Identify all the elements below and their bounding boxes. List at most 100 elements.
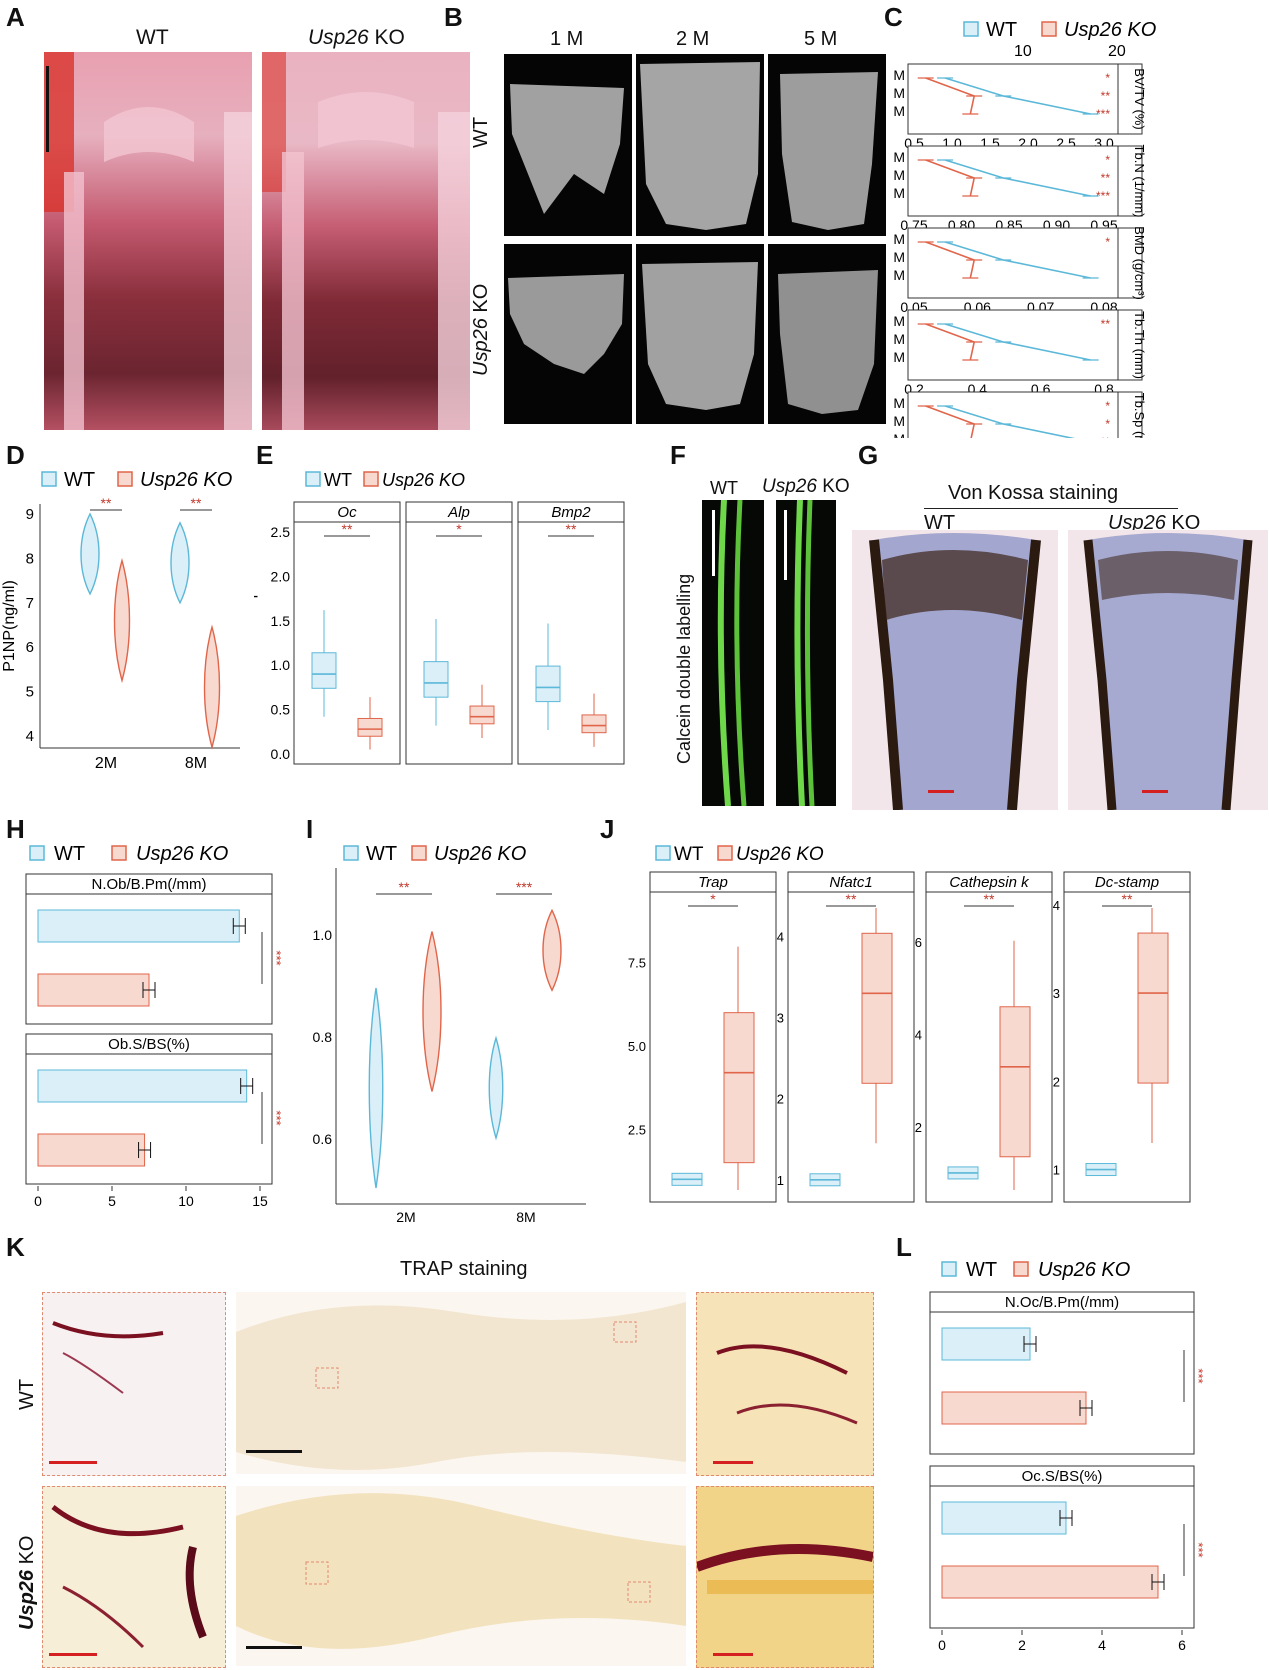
c-row-label: 2 M [894,249,905,265]
e-facet-frame [405,501,513,765]
microct-wt-2m [636,54,764,236]
j-y-tick: 4 [915,1027,922,1042]
c-strip-label: BV/TV (%) [1132,68,1147,129]
c-row-label: 5 M [894,185,905,201]
legend-ko-swatch [111,845,127,861]
j-y-tick: 1 [1053,1163,1060,1178]
i-violin-ko [542,908,562,992]
trap-wt-inset-right [696,1292,874,1476]
j-box-ko [999,1006,1031,1158]
panel-b-col-2: 2 M [676,28,710,50]
e-box-ko [469,705,495,725]
i-y-tick: 0.6 [313,1131,333,1147]
l-bar-ko [941,1391,1087,1425]
c-top-tick-2: 20 [1108,43,1126,60]
panel-label-a: A [6,2,25,32]
c-star: ** [1101,89,1111,103]
trap-ko-overview [236,1486,686,1666]
c-star: ** [1101,171,1111,185]
c-star: * [1105,417,1110,431]
c-row-label: 2 M [894,167,905,183]
j-y-tick: 3 [1053,986,1060,1001]
l-x-tick: 0 [938,1637,946,1653]
panel-d-chart: WT Usp26 KO 4 5 6 7 8 9 P1NP(ng/ml) 2M ** 8M ** [1,469,240,772]
microct-wt-1m [504,54,632,236]
trap-wt-overview [236,1292,686,1474]
panel-label-b: B [444,2,463,32]
h-facet-strip [25,1033,273,1055]
c-star: * [1105,235,1110,249]
panel-h-chart: WT Usp26 KO N.Ob/B.Pm(/mm) *** Ob.S/BS(%) *… [25,843,284,1209]
c-row-label: 1 M [894,395,905,411]
c-subplot-frame [907,145,1119,217]
c-star: ** [1101,317,1111,331]
j-y-tick: 7.5 [628,956,646,971]
i-violin-wt [368,987,384,1189]
legend-ko-label: Usp26 KO [736,844,824,865]
c-row-label: 1 M [894,231,905,247]
h-bar-ko [37,1133,146,1167]
scale-bar-a [46,66,49,152]
j-facet-frame [925,871,1053,1203]
j-y-tick: 2 [915,1120,922,1135]
he-image-wt [44,52,252,430]
j-facet-frame [649,871,777,1203]
legend-ko-label: Usp26 KO [136,843,228,865]
trap-ko-inset-left [42,1486,226,1668]
h-sig: *** [269,1110,284,1125]
legend-wt-label: WT [674,844,704,865]
i-y-tick: 1.0 [313,927,333,943]
l-facet-strip [929,1465,1195,1487]
panel-l-chart: WT Usp26 KO N.Oc/B.Pm(/mm) *** Oc.S/BS(%) *… [929,1259,1206,1653]
panel-label-d: D [6,440,25,470]
panel-g-ko-label: Usp26 KO [1108,512,1201,534]
j-box-ko [861,932,893,1084]
c-row-label: 1 M [894,67,905,83]
legend-wt-label: WT [966,1259,997,1281]
c-row-label: 5 M [894,349,905,365]
j-y-tick: 5.0 [628,1039,646,1054]
legend-ko-swatch [363,471,379,487]
i-y-tick: 0.8 [313,1029,333,1045]
j-box-ko [1137,932,1169,1084]
e-sig: ** [342,521,353,537]
c-strip [1117,145,1143,217]
legend-ko-label: Usp26 KO [434,843,526,865]
c-star: * [1105,71,1110,85]
l-x-tick: 6 [1178,1637,1186,1653]
e-facet-strip [293,501,401,523]
panel-i-chart: WT Usp26 KO 0.60.81.0CTX (ng/ml)2M**8M**… [313,843,586,1225]
h-facet-strip [25,873,273,895]
c-strip [1117,309,1143,381]
e-facet-frame [293,501,401,765]
j-y-tick: 4 [777,930,784,945]
trap-ko-inset-right [696,1486,874,1668]
h-sig: *** [269,950,284,965]
l-facet-frame [929,1465,1195,1629]
l-bar-wt [941,1501,1067,1535]
legend-ko-label: Usp26 KO [382,470,465,490]
j-facet-strip [787,871,915,893]
legend-ko-label: Usp26 KO [1038,1259,1130,1281]
l-sig: *** [1191,1542,1206,1557]
l-facet-label: N.Oc/B.Pm(/mm) [1005,1294,1119,1311]
panel-f-ko-label: Usp26 KO [762,476,850,497]
panel-f-wt-label: WT [710,478,738,498]
e-sig: * [456,521,462,537]
j-y-tick: 1 [777,1173,784,1188]
legend-wt-swatch [343,845,359,861]
e-box-wt [311,652,337,689]
panel-label-j: J [600,814,615,844]
legend-ko-swatch [1041,21,1057,37]
c-row-label: 2 M [894,331,905,347]
c-star: * [1105,153,1110,167]
c-subplot-frame [907,391,1119,438]
i-violin-wt [488,1035,504,1141]
legend-wt-swatch [655,845,671,861]
panel-label-f: F [670,440,686,470]
legend-wt-swatch [29,845,45,861]
he-image-ko [262,52,470,430]
panel-label-i: I [306,814,314,844]
e-y-label: Relative mRNA expression [254,538,258,728]
d-y-tick: 5 [26,684,34,701]
